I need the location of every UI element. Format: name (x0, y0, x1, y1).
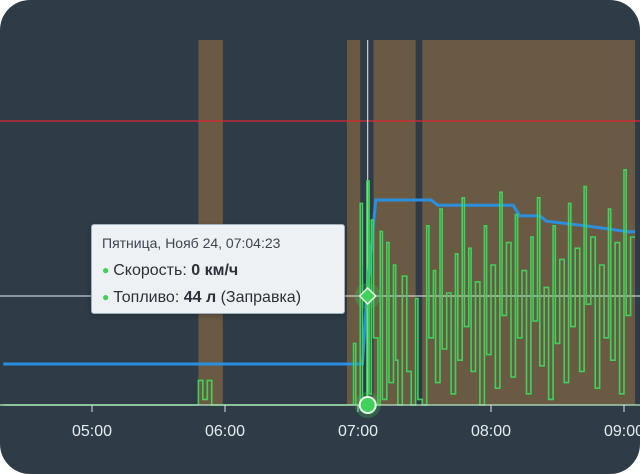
speed-series-line (3, 169, 636, 406)
tooltip-fuel-label: Топливо: (113, 289, 180, 306)
stop-band (346, 40, 361, 405)
tooltip-speed-row: ● Скорость: 0 км/ч (102, 257, 334, 284)
x-tick-label: 06:00 (205, 423, 245, 440)
x-tick-label: 08:00 (471, 423, 511, 440)
tooltip-fuel-note: (Заправка) (220, 289, 302, 306)
tooltip-title: Пятница, Нояб 24, 07:04:23 (102, 235, 281, 251)
x-tick-label: 09:00 (604, 423, 640, 440)
fuel-legend-dot: ● (102, 290, 110, 304)
x-tick-label: 07:00 (338, 423, 378, 440)
tooltip-speed-value: 0 км/ч (191, 262, 239, 279)
tooltip-fuel-row: ● Топливо: 44 л (Заправка) (102, 284, 334, 311)
tooltip: Пятница, Нояб 24, 07:04:23 ● Скорость: 0 … (91, 224, 345, 314)
stop-band (198, 40, 223, 405)
tooltip-fuel-value: 44 л (183, 289, 217, 306)
stop-band (422, 40, 636, 405)
speed-point-marker (358, 396, 377, 414)
fuel-point-marker (358, 286, 377, 306)
tooltip-speed-label: Скорость: (113, 262, 187, 279)
speed-legend-dot: ● (102, 263, 110, 277)
x-tick-label: 05:00 (72, 423, 112, 440)
